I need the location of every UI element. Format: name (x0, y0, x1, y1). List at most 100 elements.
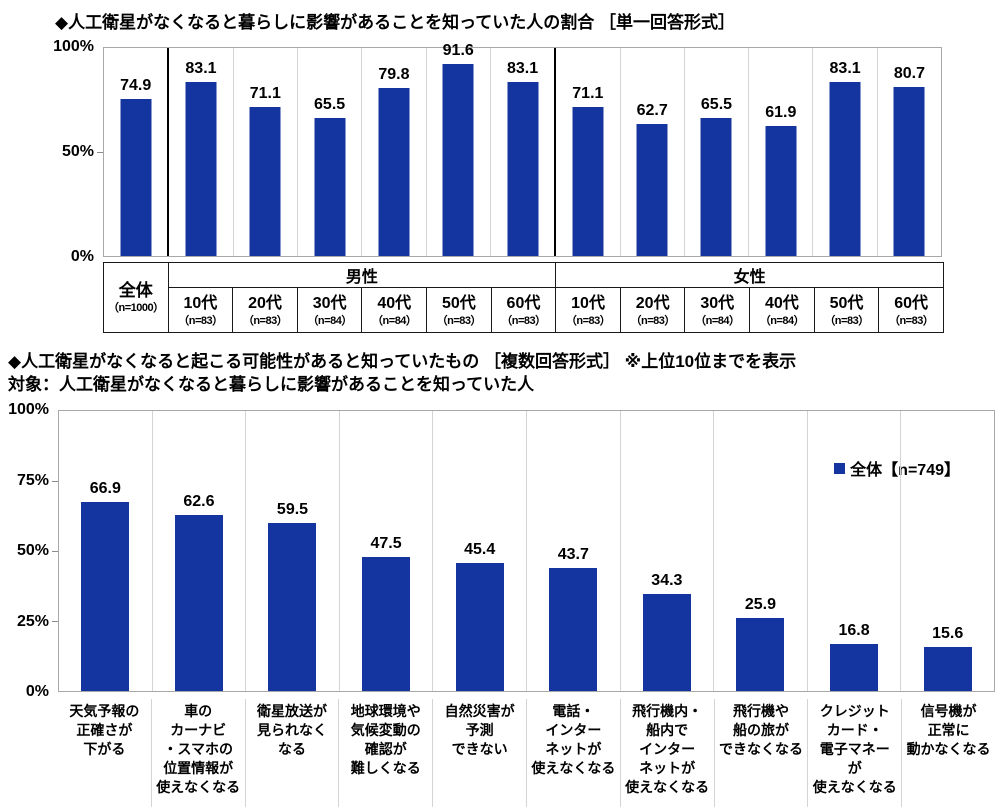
category-label: 電話・ インター ネットが 使えなくなる (525, 699, 620, 807)
bar (700, 118, 732, 256)
y-axis-tick-label: 75% (16, 471, 49, 489)
chart2-subtitle: 対象：人工衛星がなくなると暮らしに影響があることを知っていた人 (8, 375, 535, 394)
bar-value-label: 79.8 (378, 66, 410, 84)
bar (893, 86, 925, 256)
axis-tick (97, 152, 103, 153)
bar (362, 557, 411, 691)
bar-value-label: 62.7 (636, 102, 668, 120)
y-axis-tick-label: 50% (61, 143, 94, 160)
bar-value-label: 91.6 (442, 41, 474, 59)
category-label: 信号機が 正常に 動かなくなる (901, 699, 995, 807)
chart1-category-table: 全体 （n=1000） 男性 女性 10代 （n=83） 20代 （n=83） 30代 （n=84… (103, 262, 944, 333)
bar-column: 16.8 (806, 411, 901, 691)
bar-value-label: 80.7 (893, 64, 925, 82)
bar (736, 618, 785, 691)
overall-label: 全体 (118, 281, 153, 300)
bar (642, 594, 691, 691)
bar (572, 106, 604, 256)
bar-value-label: 45.4 (464, 541, 496, 558)
bar (174, 514, 223, 691)
bar-value-label: 59.5 (276, 501, 309, 519)
category-label: 車の カーナビ ・スマホの 位置情報が 使えなくなる (150, 699, 245, 807)
bar (185, 81, 217, 256)
n-label: （n=83） (242, 314, 288, 327)
table-cell-age: 60代 （n=83） (490, 287, 557, 333)
bar-column: 83.1 (812, 48, 876, 256)
bar (636, 124, 668, 256)
axis-tick (52, 621, 58, 622)
bar-column: 91.6 (425, 42, 490, 256)
bar (829, 81, 861, 256)
category-label: 天気予報の 正確さが 下がる (69, 703, 140, 757)
n-label: （n=84） (759, 314, 805, 327)
table-cell-age: 50代 （n=83） (426, 287, 492, 333)
bar-column: 80.7 (876, 48, 941, 256)
n-label: （n=83） (501, 314, 546, 327)
bar-value-label: 83.1 (829, 59, 861, 77)
bar (765, 126, 797, 256)
age-label: 30代 (700, 294, 735, 312)
bar-column: 65.5 (296, 48, 361, 256)
y-axis-tick-label: 25% (16, 612, 49, 630)
n-label: （n=83） (888, 314, 934, 327)
bar-value-label: 34.3 (651, 572, 683, 590)
bar (442, 63, 474, 256)
bar-column: 61.9 (748, 48, 812, 256)
table-cell-age: 40代 （n=84） (749, 287, 815, 333)
age-label: 10代 (571, 294, 605, 312)
chart2-legend: 全体【n=749】 (834, 456, 960, 480)
bar-value-label: 74.9 (120, 76, 152, 94)
age-label: 20代 (248, 294, 282, 312)
y-axis-tick-label: 0% (70, 248, 94, 265)
bar-value-label: 43.7 (557, 545, 589, 563)
bar-column: 62.6 (151, 411, 246, 691)
bar-value-label: 25.9 (744, 596, 777, 613)
chart2-title: ◆人工衛星がなくなると起こる可能性があると知っていたもの ［複数回答形式］ ※上… (8, 352, 797, 371)
bar-value-label: 83.1 (185, 59, 217, 77)
bar (120, 98, 152, 256)
n-label: （n=83） (178, 314, 223, 327)
axis-tick (52, 551, 58, 552)
table-cell-overall: 全体 （n=1000） (103, 262, 169, 333)
bar-column: 34.3 (619, 411, 714, 691)
n-label: （n=83） (824, 314, 869, 327)
bar-value-label: 83.1 (506, 59, 539, 77)
chart1-plot-area: 74.9 83.1 71.1 65.5 79.8 91.6 83.1 71.1 62.7 65.5… (97, 42, 942, 257)
n-label: （n=83） (630, 314, 675, 327)
bar-value-label: 61.9 (765, 104, 797, 121)
bar-column: 25.9 (713, 411, 807, 691)
table-group-header: 男性 (167, 262, 557, 288)
category-label: クレジット カード・ 電子マネー が 使えなくなる (807, 699, 901, 807)
age-label: 60代 (894, 294, 929, 312)
bar-column: 65.5 (683, 48, 748, 256)
bar-column: 66.9 (59, 411, 152, 691)
y-axis-tick-label: 100% (8, 401, 49, 418)
age-label: 50代 (829, 294, 864, 312)
bar-column: 62.7 (619, 48, 684, 256)
chart2-plot-area: 全体【n=749】 66.9 62.6 59.5 47.5 45.4 43.7 34.3 25… (52, 410, 995, 692)
age-label: 30代 (312, 294, 347, 312)
table-cell-age: 20代 （n=83） (232, 287, 298, 333)
bar-column: 79.8 (361, 48, 425, 256)
n-label: （n=83） (436, 314, 482, 327)
overall-n-label: （n=1000） (107, 302, 164, 314)
age-label: 50代 (441, 294, 476, 312)
bar (249, 106, 281, 256)
bar (507, 81, 539, 256)
category-label: 衛星放送が 見られなく なる (244, 699, 339, 807)
bar (923, 647, 972, 691)
bar-column: 71.1 (232, 48, 297, 256)
bar-value-label: 65.5 (700, 96, 733, 114)
bar-value-label: 66.9 (89, 480, 121, 498)
bar-value-label: 71.1 (249, 84, 281, 102)
bar (549, 567, 598, 691)
table-cell-age: 50代 （n=83） (813, 287, 880, 333)
table-cell-age: 40代 （n=84） (361, 287, 428, 333)
y-axis-tick-label: 50% (16, 542, 49, 559)
y-axis-tick-label: 0% (25, 683, 49, 700)
bar-value-label: 16.8 (838, 621, 870, 639)
bar-column: 74.9 (104, 48, 167, 256)
bar-column: 59.5 (245, 411, 339, 691)
table-cell-age: 30代 （n=84） (296, 287, 363, 333)
chart2-y-axis: 100% 75% 50% 25% 0% (0, 401, 54, 700)
